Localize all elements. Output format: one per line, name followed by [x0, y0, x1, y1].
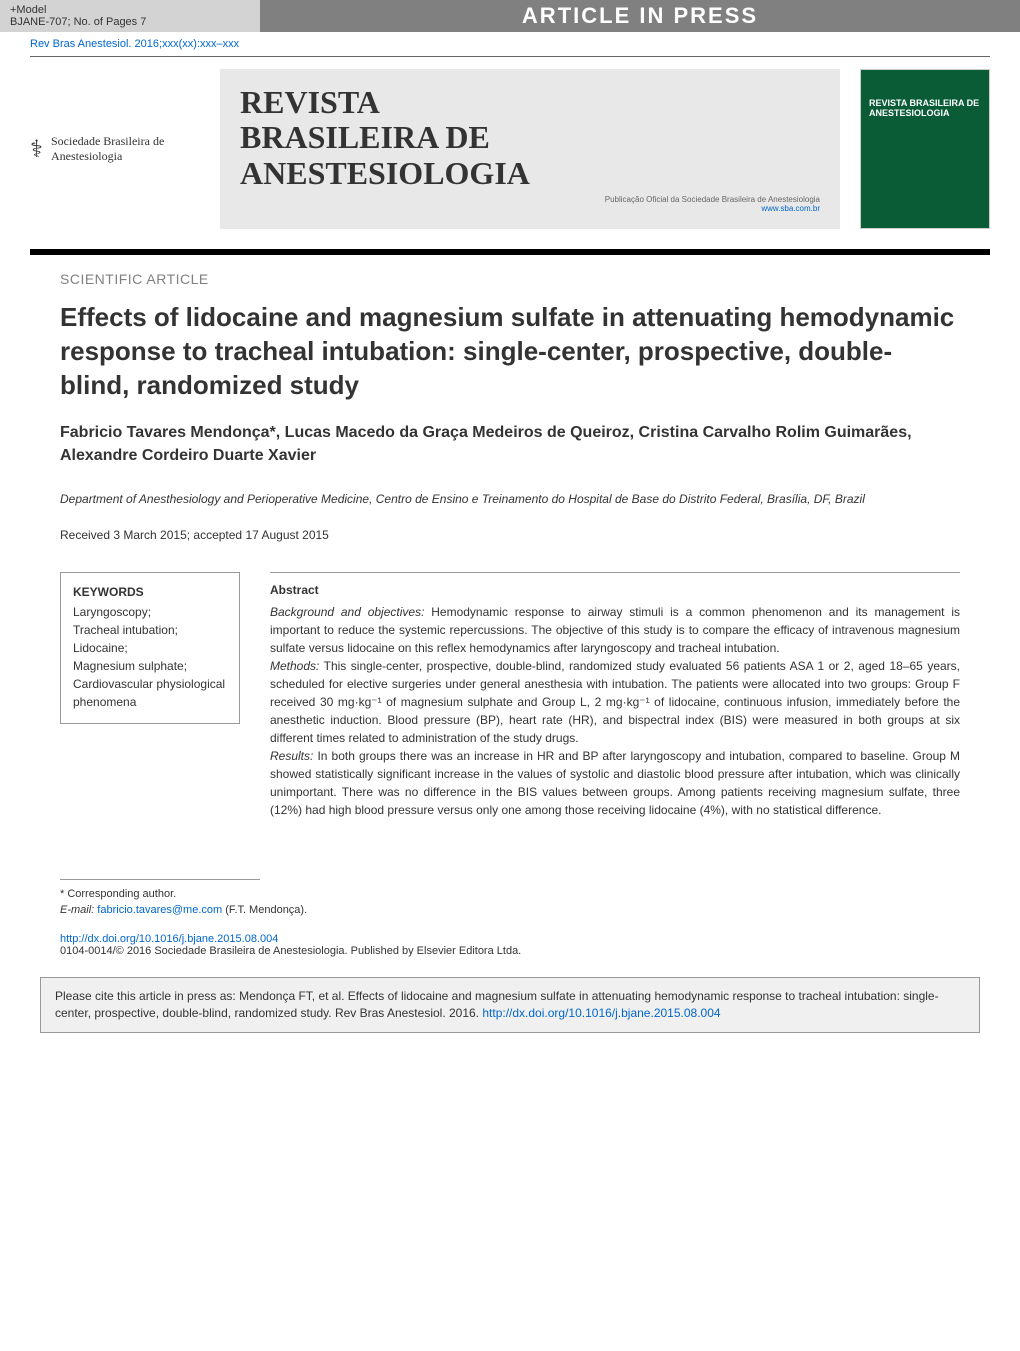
- model-line2: BJANE-707; No. of Pages 7: [10, 16, 250, 28]
- corresponding-author: * Corresponding author.: [60, 886, 960, 903]
- model-tag: +Model BJANE-707; No. of Pages 7: [0, 0, 260, 32]
- footnotes: * Corresponding author. E-mail: fabricio…: [0, 886, 1020, 919]
- citation-link[interactable]: Rev Bras Anestesiol. 2016;xxx(xx):xxx–xx…: [0, 32, 1020, 56]
- keywords-list: Laryngoscopy; Tracheal intubation; Lidoc…: [73, 603, 227, 711]
- society-name: Sociedade Brasileira de Anestesiologia: [51, 134, 200, 164]
- abstract-box: Abstract Background and objectives: Hemo…: [270, 572, 960, 819]
- results-label: Results:: [270, 749, 313, 763]
- journal-title-line1: REVISTA: [240, 84, 380, 120]
- article-in-press-banner: ARTICLE IN PRESS: [260, 0, 1020, 32]
- affiliation: Department of Anesthesiology and Periope…: [60, 491, 960, 508]
- caduceus-icon: ⚕: [30, 135, 43, 164]
- journal-title: REVISTA BRASILEIRA DE ANESTESIOLOGIA: [240, 85, 820, 191]
- doi-section: http://dx.doi.org/10.1016/j.bjane.2015.0…: [0, 933, 1020, 957]
- model-line1: +Model: [10, 4, 250, 16]
- background-label: Background and objectives:: [270, 605, 424, 619]
- email-suffix: (F.T. Mendonça).: [222, 904, 307, 916]
- top-bar: +Model BJANE-707; No. of Pages 7 ARTICLE…: [0, 0, 1020, 32]
- doi-link[interactable]: http://dx.doi.org/10.1016/j.bjane.2015.0…: [60, 933, 278, 945]
- results-text: In both groups there was an increase in …: [270, 749, 960, 817]
- cover-thumbnail: REVISTA BRASILEIRA DE ANESTESIOLOGIA: [860, 69, 990, 229]
- society-logo: ⚕ Sociedade Brasileira de Anestesiologia: [30, 134, 200, 164]
- journal-subtitle: Publicação Oficial da Sociedade Brasilei…: [240, 195, 820, 213]
- email-line: E-mail: fabricio.tavares@me.com (F.T. Me…: [60, 902, 960, 919]
- methods-label: Methods:: [270, 659, 319, 673]
- email-link[interactable]: fabricio.tavares@me.com: [97, 904, 222, 916]
- journal-website-link[interactable]: www.sba.com.br: [761, 204, 820, 213]
- dates: Received 3 March 2015; accepted 17 Augus…: [60, 528, 960, 542]
- footnote-divider: [60, 879, 260, 880]
- journal-title-box: REVISTA BRASILEIRA DE ANESTESIOLOGIA Pub…: [220, 69, 840, 229]
- citation-link-text[interactable]: Rev Bras Anestesiol. 2016;xxx(xx):xxx–xx…: [30, 38, 239, 50]
- article-title: Effects of lidocaine and magnesium sulfa…: [60, 301, 960, 402]
- cite-url[interactable]: http://dx.doi.org/10.1016/j.bjane.2015.0…: [482, 1006, 720, 1020]
- abstract-heading: Abstract: [270, 572, 960, 597]
- journal-subtitle-text: Publicação Oficial da Sociedade Brasilei…: [605, 195, 820, 204]
- abstract-container: KEYWORDS Laryngoscopy; Tracheal intubati…: [60, 572, 960, 819]
- article-type: SCIENTIFIC ARTICLE: [60, 271, 960, 287]
- copyright: 0104-0014/© 2016 Sociedade Brasileira de…: [60, 945, 960, 957]
- journal-title-line2: BRASILEIRA DE: [240, 119, 490, 155]
- abstract-text: Background and objectives: Hemodynamic r…: [270, 603, 960, 819]
- authors: Fabricio Tavares Mendonça*, Lucas Macedo…: [60, 422, 960, 467]
- methods-text: This single-center, prospective, double-…: [270, 659, 960, 745]
- keywords-box: KEYWORDS Laryngoscopy; Tracheal intubati…: [60, 572, 240, 724]
- keywords-heading: KEYWORDS: [73, 585, 227, 599]
- cite-box: Please cite this article in press as: Me…: [40, 977, 980, 1033]
- main-content: SCIENTIFIC ARTICLE Effects of lidocaine …: [0, 271, 1020, 880]
- header-section: ⚕ Sociedade Brasileira de Anestesiologia…: [0, 57, 1020, 241]
- cover-title: REVISTA BRASILEIRA DE ANESTESIOLOGIA: [869, 98, 981, 118]
- journal-title-line3: ANESTESIOLOGIA: [240, 155, 530, 191]
- thick-divider: [30, 249, 990, 255]
- email-label: E-mail:: [60, 904, 94, 916]
